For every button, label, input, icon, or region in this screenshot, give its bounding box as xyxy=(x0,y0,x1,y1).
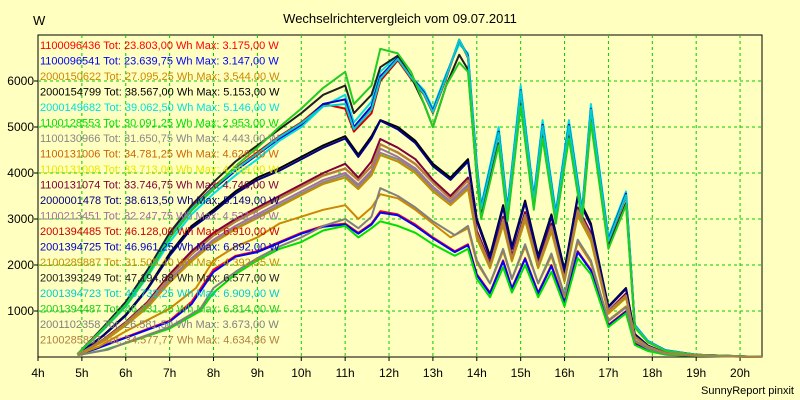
plot-frame xyxy=(37,34,763,358)
x-tick-label: 9h xyxy=(251,366,264,380)
x-tick-label: 12h xyxy=(379,366,399,380)
x-tick-label: 18h xyxy=(642,366,662,380)
legend-entry: 2100289887 Tot: 31.505,40 Wh Max: 4.392,… xyxy=(40,257,280,269)
x-tick-label: 6h xyxy=(119,366,132,380)
legend-entry: 2001102358 Tot: 26.581,50 Wh Max: 3.673,… xyxy=(40,319,279,331)
x-tick-label: 11h xyxy=(336,366,355,380)
legend-entry: 1100096541 Tot: 23.639,75 Wh Max: 3.147,… xyxy=(40,56,279,68)
series-line xyxy=(76,143,763,358)
x-tick-label: 10h xyxy=(291,366,311,380)
series-line xyxy=(76,47,763,358)
x-tick-label: 13h xyxy=(423,366,443,380)
y-tick-label: 6000 xyxy=(7,74,34,88)
x-tick-label: 7h xyxy=(163,366,176,380)
y-tick-label: 2000 xyxy=(7,258,34,272)
y-axis-unit-label: W xyxy=(33,13,46,28)
legend-entry: 2001394485 Tot: 46.128,00 Wh Max: 6.910,… xyxy=(40,226,280,238)
legend-entry: 2000149682 Tot: 39.062,50 Wh Max: 5.146,… xyxy=(40,102,280,114)
y-tick-label: 4000 xyxy=(7,166,34,180)
legend-entry: 1100213451 Tot: 32.247,75 Wh Max: 4.531,… xyxy=(40,211,279,223)
series-line xyxy=(77,220,763,358)
x-tick-label: 5h xyxy=(75,366,88,380)
series-line xyxy=(76,119,763,358)
legend-entry: 2100285837 Tot: 34.577,77 Wh Max: 4.634,… xyxy=(40,335,280,347)
legend-entry: 1100131006 Tot: 34.781,25 Wh Max: 4.626,… xyxy=(40,149,279,161)
legend-entry: 2000150622 Tot: 27.095,25 Wh Max: 3.544,… xyxy=(40,71,280,83)
legend-entry: 2001394723 Tot: 45.732,25 Wh Max: 6.909,… xyxy=(40,288,280,300)
legend-entry: 1100131008 Tot: 33.713,00 Wh Max: 4.569,… xyxy=(40,164,279,176)
x-tick-label: 16h xyxy=(555,366,575,380)
legend-entry: 2000001478 Tot: 38.613,50 Wh Max: 5.149,… xyxy=(40,195,280,207)
chart-title: Wechselrichtervergleich vom 09.07.2011 xyxy=(283,11,517,26)
legend-entry: 2000154799 Tot: 38.567,00 Wh Max: 5.153,… xyxy=(40,87,280,99)
series-line xyxy=(76,38,763,358)
footer-credit: SunnyReport pinxit xyxy=(701,385,794,397)
x-tick-label: 17h xyxy=(598,366,618,380)
x-tick-label: 4h xyxy=(31,366,44,380)
legend-entry: 1100128553 Tot: 30.091,25 Wh Max: 2.953,… xyxy=(40,118,279,130)
x-tick-label: 15h xyxy=(511,366,531,380)
x-tick-label: 19h xyxy=(686,366,706,380)
y-tick-label: 1000 xyxy=(7,304,34,318)
legend-entry: 1100131074 Tot: 33.746,75 Wh Max: 4.746,… xyxy=(40,180,279,192)
x-tick-label: 20h xyxy=(730,366,750,380)
legend-entry: 1100096436 Tot: 23.803,00 Wh Max: 3.175,… xyxy=(40,40,279,52)
x-tick-label: 8h xyxy=(207,366,220,380)
legend-entry: 1100130966 Tot: 31.650,75 Wh Max: 4.443,… xyxy=(40,133,279,145)
series-line xyxy=(77,187,763,358)
legend-entry: 2001393249 Tot: 47.194,88 Wh Max: 6.577,… xyxy=(40,273,280,285)
x-tick-label: 14h xyxy=(467,366,487,380)
y-tick-label: 5000 xyxy=(7,120,34,134)
legend-entry: 2001394487 Tot: 46.331,25 Wh Max: 6.814,… xyxy=(40,304,280,316)
y-tick-label: 3000 xyxy=(7,212,34,226)
legend-entry: 2001394725 Tot: 46.961,25 Wh Max: 6.892,… xyxy=(40,242,280,254)
